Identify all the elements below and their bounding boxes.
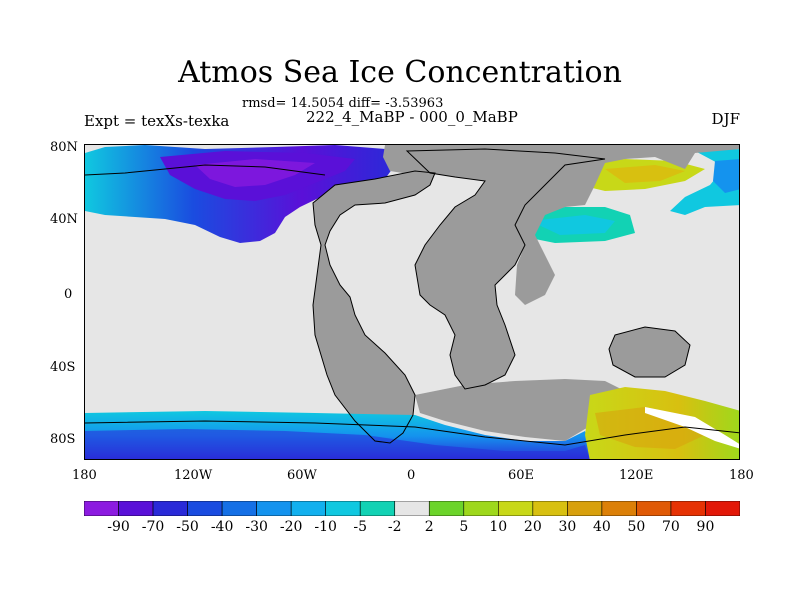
colorbar-swatch bbox=[256, 501, 292, 516]
colorbar-swatch bbox=[359, 501, 396, 516]
north-pacific-core bbox=[530, 215, 615, 235]
lat-tick-80s: 80S bbox=[50, 432, 76, 447]
arctic-east-edge bbox=[670, 149, 739, 215]
colorbar-label: -50 bbox=[176, 519, 199, 535]
land-eurasia-africa bbox=[407, 145, 645, 389]
colorbar-label: -20 bbox=[279, 519, 303, 535]
sea-ice-map bbox=[85, 145, 739, 459]
season-label: DJF bbox=[711, 110, 740, 128]
experiment-label: Expt = texXs-texka bbox=[84, 112, 230, 130]
coastlines bbox=[85, 148, 739, 446]
colorbar bbox=[84, 501, 740, 516]
colorbar-swatch bbox=[498, 501, 534, 516]
lon-tick-180w: 180 bbox=[72, 468, 97, 483]
lon-tick-120e: 120E bbox=[619, 468, 654, 483]
colorbar-swatch bbox=[705, 501, 740, 516]
lat-tick-0: 0 bbox=[64, 287, 73, 302]
arctic-east-edge-inner bbox=[713, 159, 739, 193]
lon-tick-120w: 120W bbox=[174, 468, 213, 483]
land-antarctica bbox=[415, 379, 625, 441]
colorbar-label: -70 bbox=[141, 519, 165, 535]
arctic-east-core bbox=[605, 165, 685, 183]
lon-tick-60e: 60E bbox=[508, 468, 535, 483]
stats-line: rmsd= 14.5054 diff= -3.53963 bbox=[242, 96, 444, 111]
colorbar-label: -10 bbox=[314, 519, 337, 535]
colorbar-label: 40 bbox=[592, 519, 611, 535]
lat-tick-40s: 40S bbox=[50, 360, 76, 375]
colorbar-label: 90 bbox=[696, 519, 715, 535]
land-australia bbox=[609, 327, 690, 377]
colorbar-label: 50 bbox=[627, 519, 646, 535]
colorbar-label: 30 bbox=[558, 519, 577, 535]
colorbar-swatch bbox=[118, 501, 154, 516]
lon-tick-0: 0 bbox=[407, 468, 416, 483]
colorbar-swatch bbox=[394, 501, 430, 516]
colorbar-label: -40 bbox=[210, 519, 234, 535]
colorbar-swatch bbox=[463, 501, 499, 516]
period-label: 222_4_MaBP - 000_0_MaBP bbox=[306, 108, 518, 126]
chart-title: Atmos Sea Ice Concentration bbox=[178, 55, 622, 90]
colorbar-swatch bbox=[636, 501, 672, 516]
lon-tick-60w: 60W bbox=[287, 468, 317, 483]
colorbar-swatch bbox=[187, 501, 223, 516]
colorbar-label: 20 bbox=[523, 519, 542, 535]
colorbar-swatch bbox=[532, 501, 568, 516]
colorbar-label: -30 bbox=[245, 519, 268, 535]
colorbar-swatch bbox=[325, 501, 361, 516]
colorbar-swatch bbox=[567, 501, 603, 516]
colorbar-label: 2 bbox=[424, 519, 434, 535]
colorbar-label: -90 bbox=[107, 519, 130, 535]
southern-ocean-deep bbox=[85, 429, 590, 459]
colorbar-label: -2 bbox=[387, 519, 402, 535]
colorbar-label: 5 bbox=[459, 519, 469, 535]
colorbar-swatch bbox=[601, 501, 637, 516]
colorbar-label: -5 bbox=[353, 519, 368, 535]
land-east-asia bbox=[515, 145, 739, 305]
colorbar-swatch bbox=[290, 501, 326, 516]
lat-tick-40n: 40N bbox=[50, 212, 78, 227]
lon-tick-180e: 180 bbox=[729, 468, 754, 483]
colorbar-swatch bbox=[670, 501, 706, 516]
colorbar-label: 10 bbox=[489, 519, 508, 535]
colorbar-swatch bbox=[152, 501, 188, 516]
colorbar-swatch bbox=[428, 501, 465, 516]
colorbar-label: 70 bbox=[662, 519, 680, 535]
colorbar-swatch bbox=[84, 501, 119, 516]
lat-tick-80n: 80N bbox=[50, 140, 78, 155]
map-panel bbox=[84, 144, 740, 460]
colorbar-swatch bbox=[221, 501, 257, 516]
